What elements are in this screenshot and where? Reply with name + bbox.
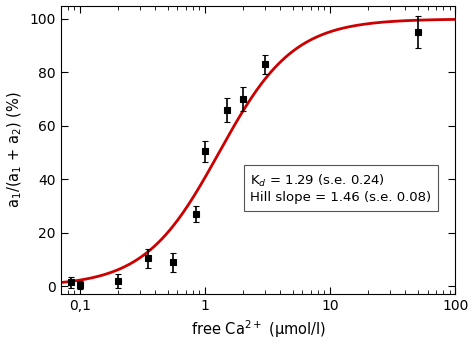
Text: K$_d$ = 1.29 (s.e. 0.24)
Hill slope = 1.46 (s.e. 0.08): K$_d$ = 1.29 (s.e. 0.24) Hill slope = 1.… — [250, 173, 431, 204]
X-axis label: free Ca$^{2+}$ (μmol/l): free Ca$^{2+}$ (μmol/l) — [191, 319, 326, 340]
Y-axis label: a$_1$/(a$_1$ + a$_2$) (%): a$_1$/(a$_1$ + a$_2$) (%) — [6, 92, 24, 208]
